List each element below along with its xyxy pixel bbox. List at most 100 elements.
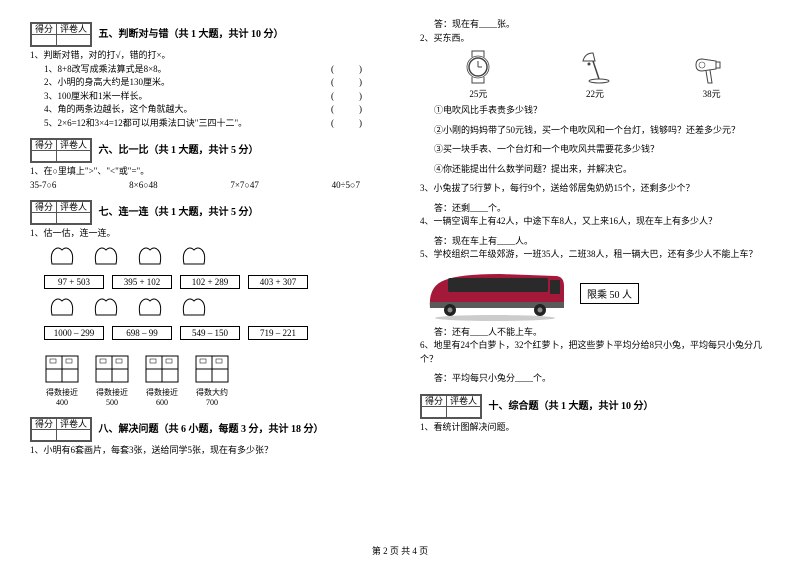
expr-box: 395 + 102 [112,275,172,289]
score-box: 得分评卷人 [30,138,92,163]
section-6-exprs: 35-7○6 8×6○48 7×7○47 40÷5○7 [30,179,380,193]
watch-item: 25元 [458,49,498,100]
ans-5: 答：还有____人不能上车。 [420,326,770,340]
paren: ( ) [331,76,370,90]
section-8-title: 八、解决问题（共 6 小题，每题 3 分，共计 18 分） [99,423,324,434]
expr-1: 35-7○6 [30,179,56,193]
ans-6: 答：平均每只小兔分____个。 [420,372,770,386]
price: 22元 [575,87,615,100]
section-10-title: 十、综合题（共 1 大题，共计 10 分） [489,400,654,411]
ans-1: 答：现在有____张。 [420,18,770,32]
price: 38元 [692,87,732,100]
limit-box: 限乘 50 人 [580,283,639,304]
reviewer-label: 评卷人 [57,418,91,429]
hand-icon [88,244,124,272]
q4: 4、一辆空调车上有42人，中途下车8人，又上来16人，现在车上有多少人？ [420,215,770,229]
score-box: 得分评卷人 [420,394,482,419]
watch-icon [458,49,498,85]
bus-icon [420,266,570,322]
expr-box: 97 + 503 [44,275,104,289]
hand-icon [44,295,80,323]
s5-item-2: 2、小明的身高大约是130厘米。 ( ) [30,76,380,90]
reviewer-label: 评卷人 [57,24,91,35]
expr-box: 549 – 150 [180,326,240,340]
section-6-title: 六、比一比（共 1 大题，共计 5 分） [99,145,259,156]
subq-2: ②小刚的妈妈带了50元钱，买一个电吹风和一个台灯，钱够吗？还差多少元？ [420,124,770,138]
section-5-title: 五、判断对与错（共 1 大题，共计 10 分） [99,29,284,40]
s5-item-3: 3、100厘米和1米一样长。 ( ) [30,90,380,104]
ans-3: 答：还剩____个。 [420,202,770,216]
left-column: 得分评卷人 五、判断对与错（共 1 大题，共计 10 分） 1、判断对错，对的打… [30,18,380,457]
q2: 2、买东西。 [420,32,770,46]
s5-item-5-text: 5、2×6=12和3×4=12都可以用乘法口诀"三四十二"。 [44,118,247,128]
lamp-icon [575,49,615,85]
subq-3: ③买一块手表、一个台灯和一个电吹风共需要花多少钱？ [420,143,770,157]
hand-row-1 [30,244,380,272]
expr-4: 40÷5○7 [332,179,360,193]
score-label: 得分 [32,24,57,35]
lamp-item: 22元 [575,49,615,100]
hand-icon [176,295,212,323]
page-footer: 第 2 页 共 4 页 [0,544,800,557]
expr-3: 7×7○47 [230,179,259,193]
cabinet-label: 得数接近 600 [144,387,180,407]
hand-icon [176,244,212,272]
cabinet-row: 得数接近 400 得数接近 500 得数接近 600 得数大约 700 [30,354,380,407]
s5-item-1-text: 1、8+8改写成乘法算式是8×8。 [44,64,167,74]
reviewer-label: 评卷人 [57,202,91,213]
hand-icon [132,244,168,272]
expr-box: 1000 – 299 [44,326,104,340]
section-6-header: 得分评卷人 六、比一比（共 1 大题，共计 5 分） [30,138,380,163]
expr-box: 403 + 307 [248,275,308,289]
hand-icon [132,295,168,323]
section-10-lead: 1、看统计图解决问题。 [420,421,770,435]
ans-4: 答：现在车上有____人。 [420,235,770,249]
cabinet-icon [44,354,80,384]
paren: ( ) [331,63,370,77]
score-label: 得分 [32,140,57,151]
hand-row-2 [30,295,380,323]
cabinet-item: 得数接近 400 [44,354,80,407]
section-7-header: 得分评卷人 七、连一连（共 1 大题，共计 5 分） [30,200,380,225]
expr-box: 719 – 221 [248,326,308,340]
right-column: 答：现在有____张。 2、买东西。 25元 22元 38元 ①电吹风比手表贵多… [420,18,770,457]
cabinet-label: 得数大约 700 [194,387,230,407]
reviewer-label: 评卷人 [57,140,91,151]
paren: ( ) [331,90,370,104]
bus-row: 限乘 50 人 [420,266,770,322]
section-5-lead: 1、判断对错，对的打√，错的打×。 [30,49,380,63]
hairdryer-item: 38元 [692,49,732,100]
section-8-header: 得分评卷人 八、解决问题（共 6 小题，每题 3 分，共计 18 分） [30,417,380,442]
s5-item-5: 5、2×6=12和3×4=12都可以用乘法口诀"三四十二"。( ) [30,117,380,131]
section-7-lead: 1、估一估，连一连。 [30,227,380,241]
expr-box: 698 – 99 [112,326,172,340]
subq-1: ①电吹风比手表贵多少钱？ [420,104,770,118]
price: 25元 [458,87,498,100]
cabinet-icon [144,354,180,384]
s5-item-4: 4、角的两条边越长，这个角就越大。 ( ) [30,103,380,117]
s5-item-1: 1、8+8改写成乘法算式是8×8。 ( ) [30,63,380,77]
section-5-header: 得分评卷人 五、判断对与错（共 1 大题，共计 10 分） [30,22,380,47]
score-label: 得分 [32,418,57,429]
score-box: 得分评卷人 [30,200,92,225]
score-box: 得分评卷人 [30,22,92,47]
s5-item-4-text: 4、角的两条边越长，这个角就越大。 [44,104,193,114]
s8-q1: 1、小明有6套画片，每套3张，送给同学5张，现在有多少张？ [30,444,380,458]
paren: ( ) [331,103,370,117]
s5-item-3-text: 3、100厘米和1米一样长。 [44,91,148,101]
expr-2: 8×6○48 [129,179,158,193]
cabinet-label: 得数接近 400 [44,387,80,407]
score-label: 得分 [422,395,447,406]
cabinet-item: 得数大约 700 [194,354,230,407]
q3: 3、小兔拔了5行萝卜，每行9个，送给邻居兔奶奶15个，还剩多少个？ [420,182,770,196]
hand-icon [88,295,124,323]
cabinet-label: 得数接近 500 [94,387,130,407]
subq-4: ④你还能提出什么数学问题？提出来，并解决它。 [420,163,770,177]
score-label: 得分 [32,202,57,213]
expr-box: 102 + 289 [180,275,240,289]
reviewer-label: 评卷人 [447,395,481,406]
section-6-lead: 1、在○里填上">"、"<"或"="。 [30,165,380,179]
section-7-title: 七、连一连（共 1 大题，共计 5 分） [99,207,259,218]
hand-icon [44,244,80,272]
s5-item-2-text: 2、小明的身高大约是130厘米。 [44,77,170,87]
